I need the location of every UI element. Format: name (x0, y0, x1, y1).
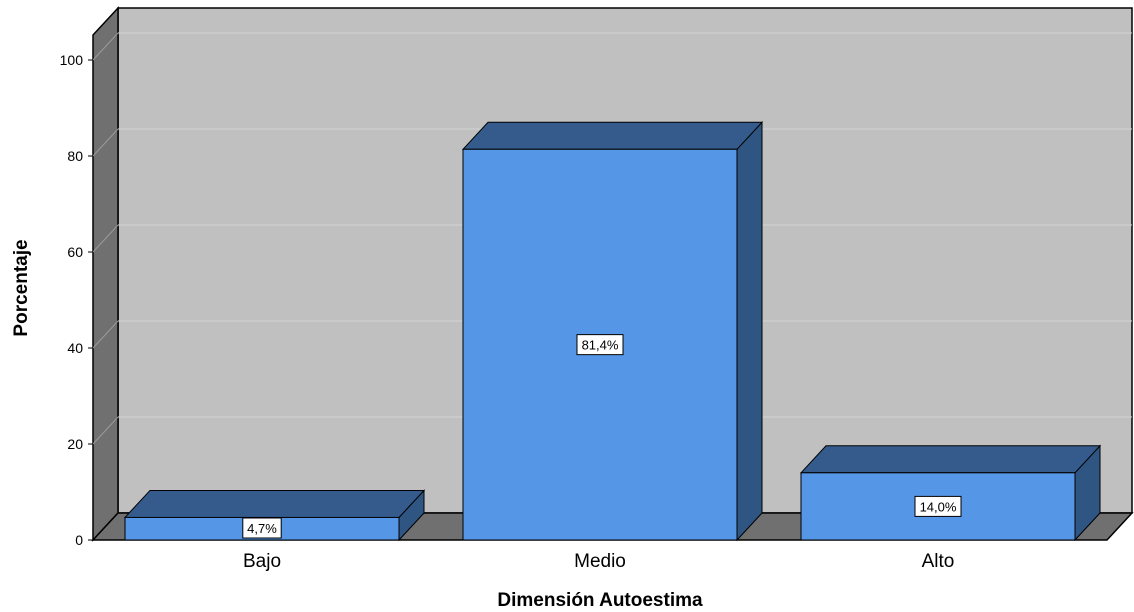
side-gridline (92, 320, 119, 349)
bar-alto: 14,0% (799, 444, 1102, 542)
bar-top-face (123, 489, 426, 518)
y-tick-label: 60 (67, 244, 83, 260)
data-label-box (242, 517, 282, 539)
data-label-text: 14,0% (920, 499, 957, 514)
data-label: 14,0% (914, 495, 962, 517)
y-tick-label: 20 (67, 436, 83, 452)
bar-bajo: 4,7% (123, 489, 426, 542)
x-tick-label: Alto (922, 551, 955, 572)
y-tick-label: 0 (75, 532, 83, 548)
plot-side-wall (92, 6, 119, 542)
data-label: 4,7% (242, 517, 282, 539)
data-label-box (914, 495, 962, 517)
bar-side-face (736, 121, 763, 542)
data-label-text: 81,4% (582, 338, 619, 353)
bar-medio: 81,4% (461, 121, 764, 542)
y-axis-title: Porcentaje (11, 239, 32, 336)
y-axis-ticks: 0 20 40 60 80 100 (60, 52, 93, 548)
side-gridline (92, 416, 119, 445)
x-axis-title: Dimensión Autoestima (497, 590, 703, 611)
data-label-box (576, 334, 624, 356)
data-label: 81,4% (576, 334, 624, 356)
bars: 4,7% 81,4% 14,0% (123, 121, 1102, 542)
y-tick-label: 40 (67, 340, 83, 356)
x-tick-label: Medio (574, 551, 626, 572)
side-gridline (92, 32, 119, 61)
y-tick-label: 80 (67, 148, 83, 164)
side-gridline (92, 128, 119, 157)
x-axis-labels: Bajo Medio Alto (243, 551, 954, 572)
bar-top-face (461, 121, 764, 150)
data-label-text: 4,7% (247, 521, 277, 536)
y-tick-label: 100 (60, 52, 84, 68)
x-tick-label: Bajo (243, 551, 281, 572)
bar-top-face (799, 445, 1102, 474)
side-gridline (92, 224, 119, 253)
